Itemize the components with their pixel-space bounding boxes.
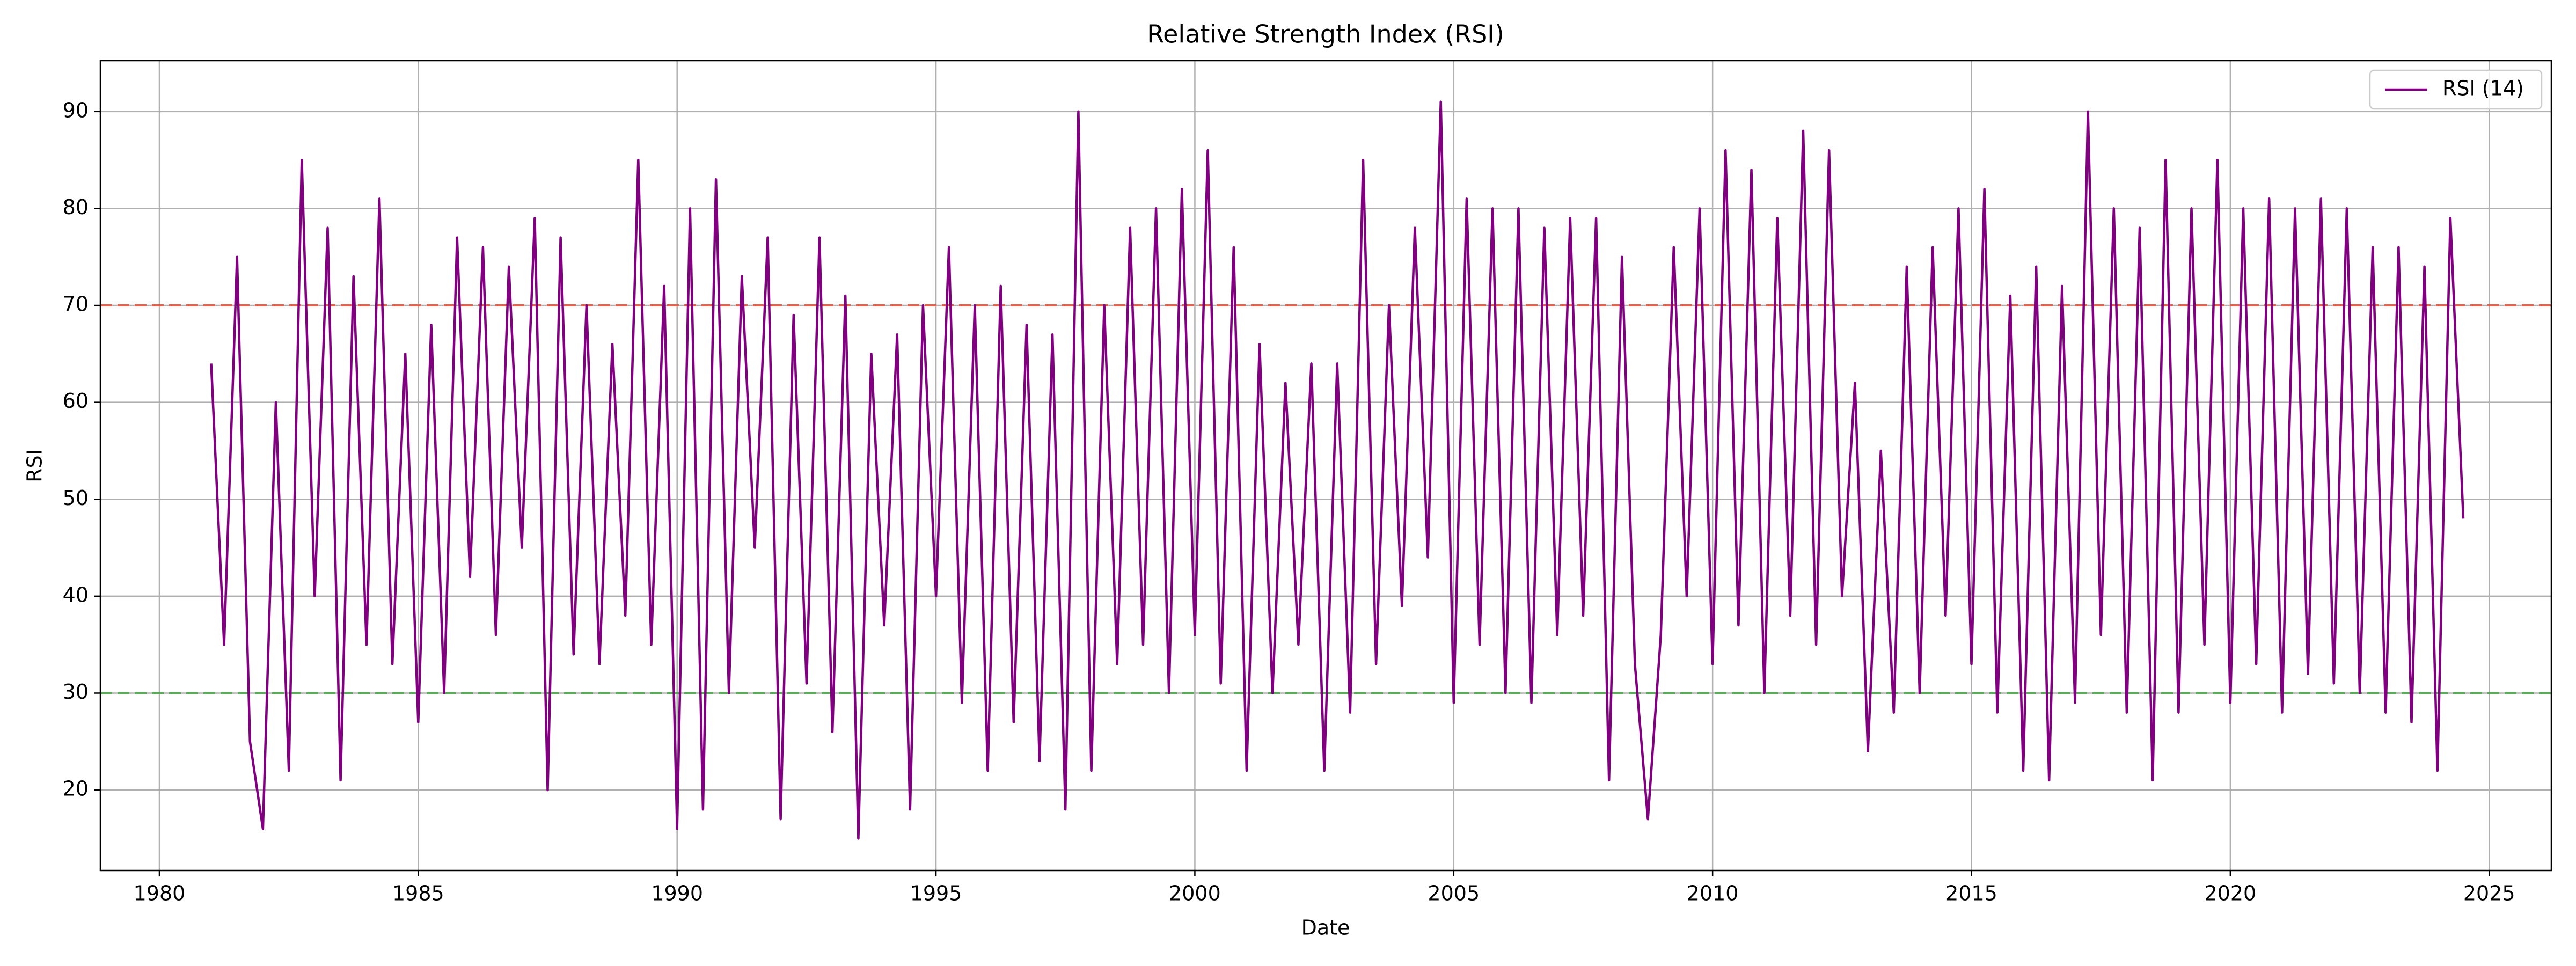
legend-box (2369, 69, 2543, 110)
y-tick-label: 50 (63, 486, 89, 510)
legend-label: RSI (14) (2442, 77, 2524, 100)
plot-frame (99, 60, 2552, 872)
legend: RSI (14) (2369, 69, 2543, 110)
x-tick-label: 1980 (134, 882, 186, 905)
x-tick-label: 1985 (392, 882, 444, 905)
x-tick-label: 2010 (1687, 882, 1739, 905)
chart-title: Relative Strength Index (RSI) (1147, 20, 1504, 49)
data-line (210, 100, 2465, 840)
y-tick-label: 70 (63, 292, 89, 316)
x-tick-label: 2005 (1428, 882, 1480, 905)
y-tick-label: 40 (63, 583, 89, 606)
y-tick-label: 30 (63, 680, 89, 704)
y-tick-label: 20 (63, 777, 89, 801)
x-tick-label: 1995 (910, 882, 962, 905)
y-tick-label: 80 (63, 195, 89, 219)
x-tick-label: 2025 (2463, 882, 2515, 905)
x-tick-label: 2015 (1945, 882, 1997, 905)
y-axis-label: RSI (23, 449, 47, 482)
x-tick-label: 2020 (2205, 882, 2257, 905)
x-tick-label: 1990 (651, 882, 703, 905)
x-axis-label: Date (1301, 916, 1350, 940)
x-tick-label: 2000 (1169, 882, 1221, 905)
y-tick-label: 90 (63, 98, 89, 122)
y-tick-label: 60 (63, 389, 89, 413)
